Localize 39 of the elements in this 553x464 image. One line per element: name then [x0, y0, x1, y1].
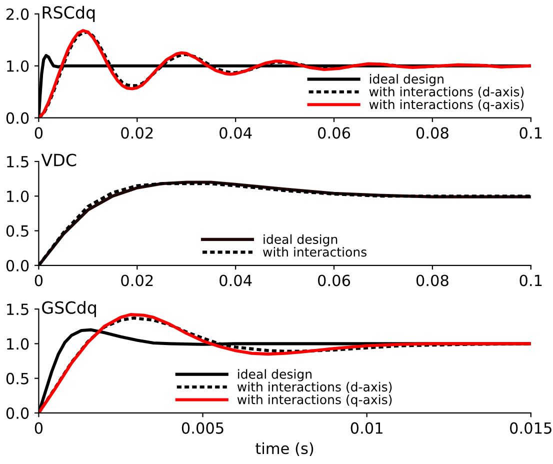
x-axis-title: time (s)	[256, 442, 314, 456]
legend-label: ideal design	[238, 369, 312, 382]
y-tick-label: 0.5	[6, 372, 28, 384]
y-tick-label: 0.0	[6, 260, 29, 272]
x-tick-label: 0.08	[416, 127, 448, 139]
x-tick-label: 0.02	[121, 127, 153, 139]
x-tick-label: 0.06	[318, 127, 350, 139]
legend-label: with interactions	[263, 247, 366, 257]
x-tick-label: 0.04	[220, 274, 252, 286]
y-tick-label: 0.5	[6, 225, 28, 237]
x-tick-label: 0.01	[350, 422, 382, 434]
legend-label: with interactions (d-axis)	[237, 382, 392, 394]
y-tick-label: 2.0	[6, 8, 29, 20]
legend-label: with interactions (q-axis)	[237, 394, 392, 407]
legend-label: with interactions (d-axis)	[369, 86, 524, 98]
y-tick-label: 1.0	[7, 190, 29, 202]
x-tick-label: 0.04	[220, 127, 252, 139]
chart-title: VDC	[41, 154, 76, 166]
x-tick-label: 0	[34, 127, 43, 139]
x-tick-label: 0.1	[520, 274, 542, 286]
x-tick-label: 0.02	[121, 274, 153, 286]
y-tick-label: 0.0	[6, 112, 29, 124]
y-tick-label: 1.5	[7, 156, 28, 168]
legend-label: with interactions (q-axis)	[369, 99, 524, 112]
y-tick-label: 1.0	[7, 338, 29, 350]
x-tick-label: 0	[34, 422, 43, 434]
x-tick-label: 0	[34, 274, 43, 286]
x-tick-label: 0.1	[520, 127, 542, 139]
x-tick-label: 0.08	[416, 274, 448, 286]
x-tick-label: 0.015	[510, 422, 552, 434]
chart-title: GSCdq	[42, 300, 96, 318]
x-tick-label: 0.06	[318, 274, 350, 286]
legend-label: ideal design	[370, 74, 444, 86]
x-tick-label: 0.005	[182, 422, 224, 434]
legend-label: ideal design	[264, 234, 338, 246]
y-tick-label: 1.5	[7, 304, 28, 316]
y-tick-label: 0.0	[6, 407, 29, 419]
chart-title: RSCdq	[42, 6, 95, 22]
y-tick-label: 1.0	[7, 60, 29, 72]
